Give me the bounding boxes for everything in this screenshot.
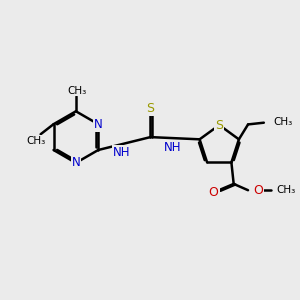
- Text: CH₃: CH₃: [273, 116, 292, 127]
- Text: N: N: [71, 156, 80, 170]
- Text: S: S: [215, 118, 223, 132]
- Text: O: O: [253, 184, 263, 197]
- Text: O: O: [209, 186, 219, 199]
- Text: CH₃: CH₃: [276, 185, 296, 195]
- Text: N: N: [94, 118, 103, 131]
- Text: S: S: [146, 102, 154, 115]
- Text: CH₃: CH₃: [26, 136, 45, 146]
- Text: NH: NH: [164, 141, 182, 154]
- Text: NH: NH: [113, 146, 131, 159]
- Text: CH₃: CH₃: [68, 85, 87, 96]
